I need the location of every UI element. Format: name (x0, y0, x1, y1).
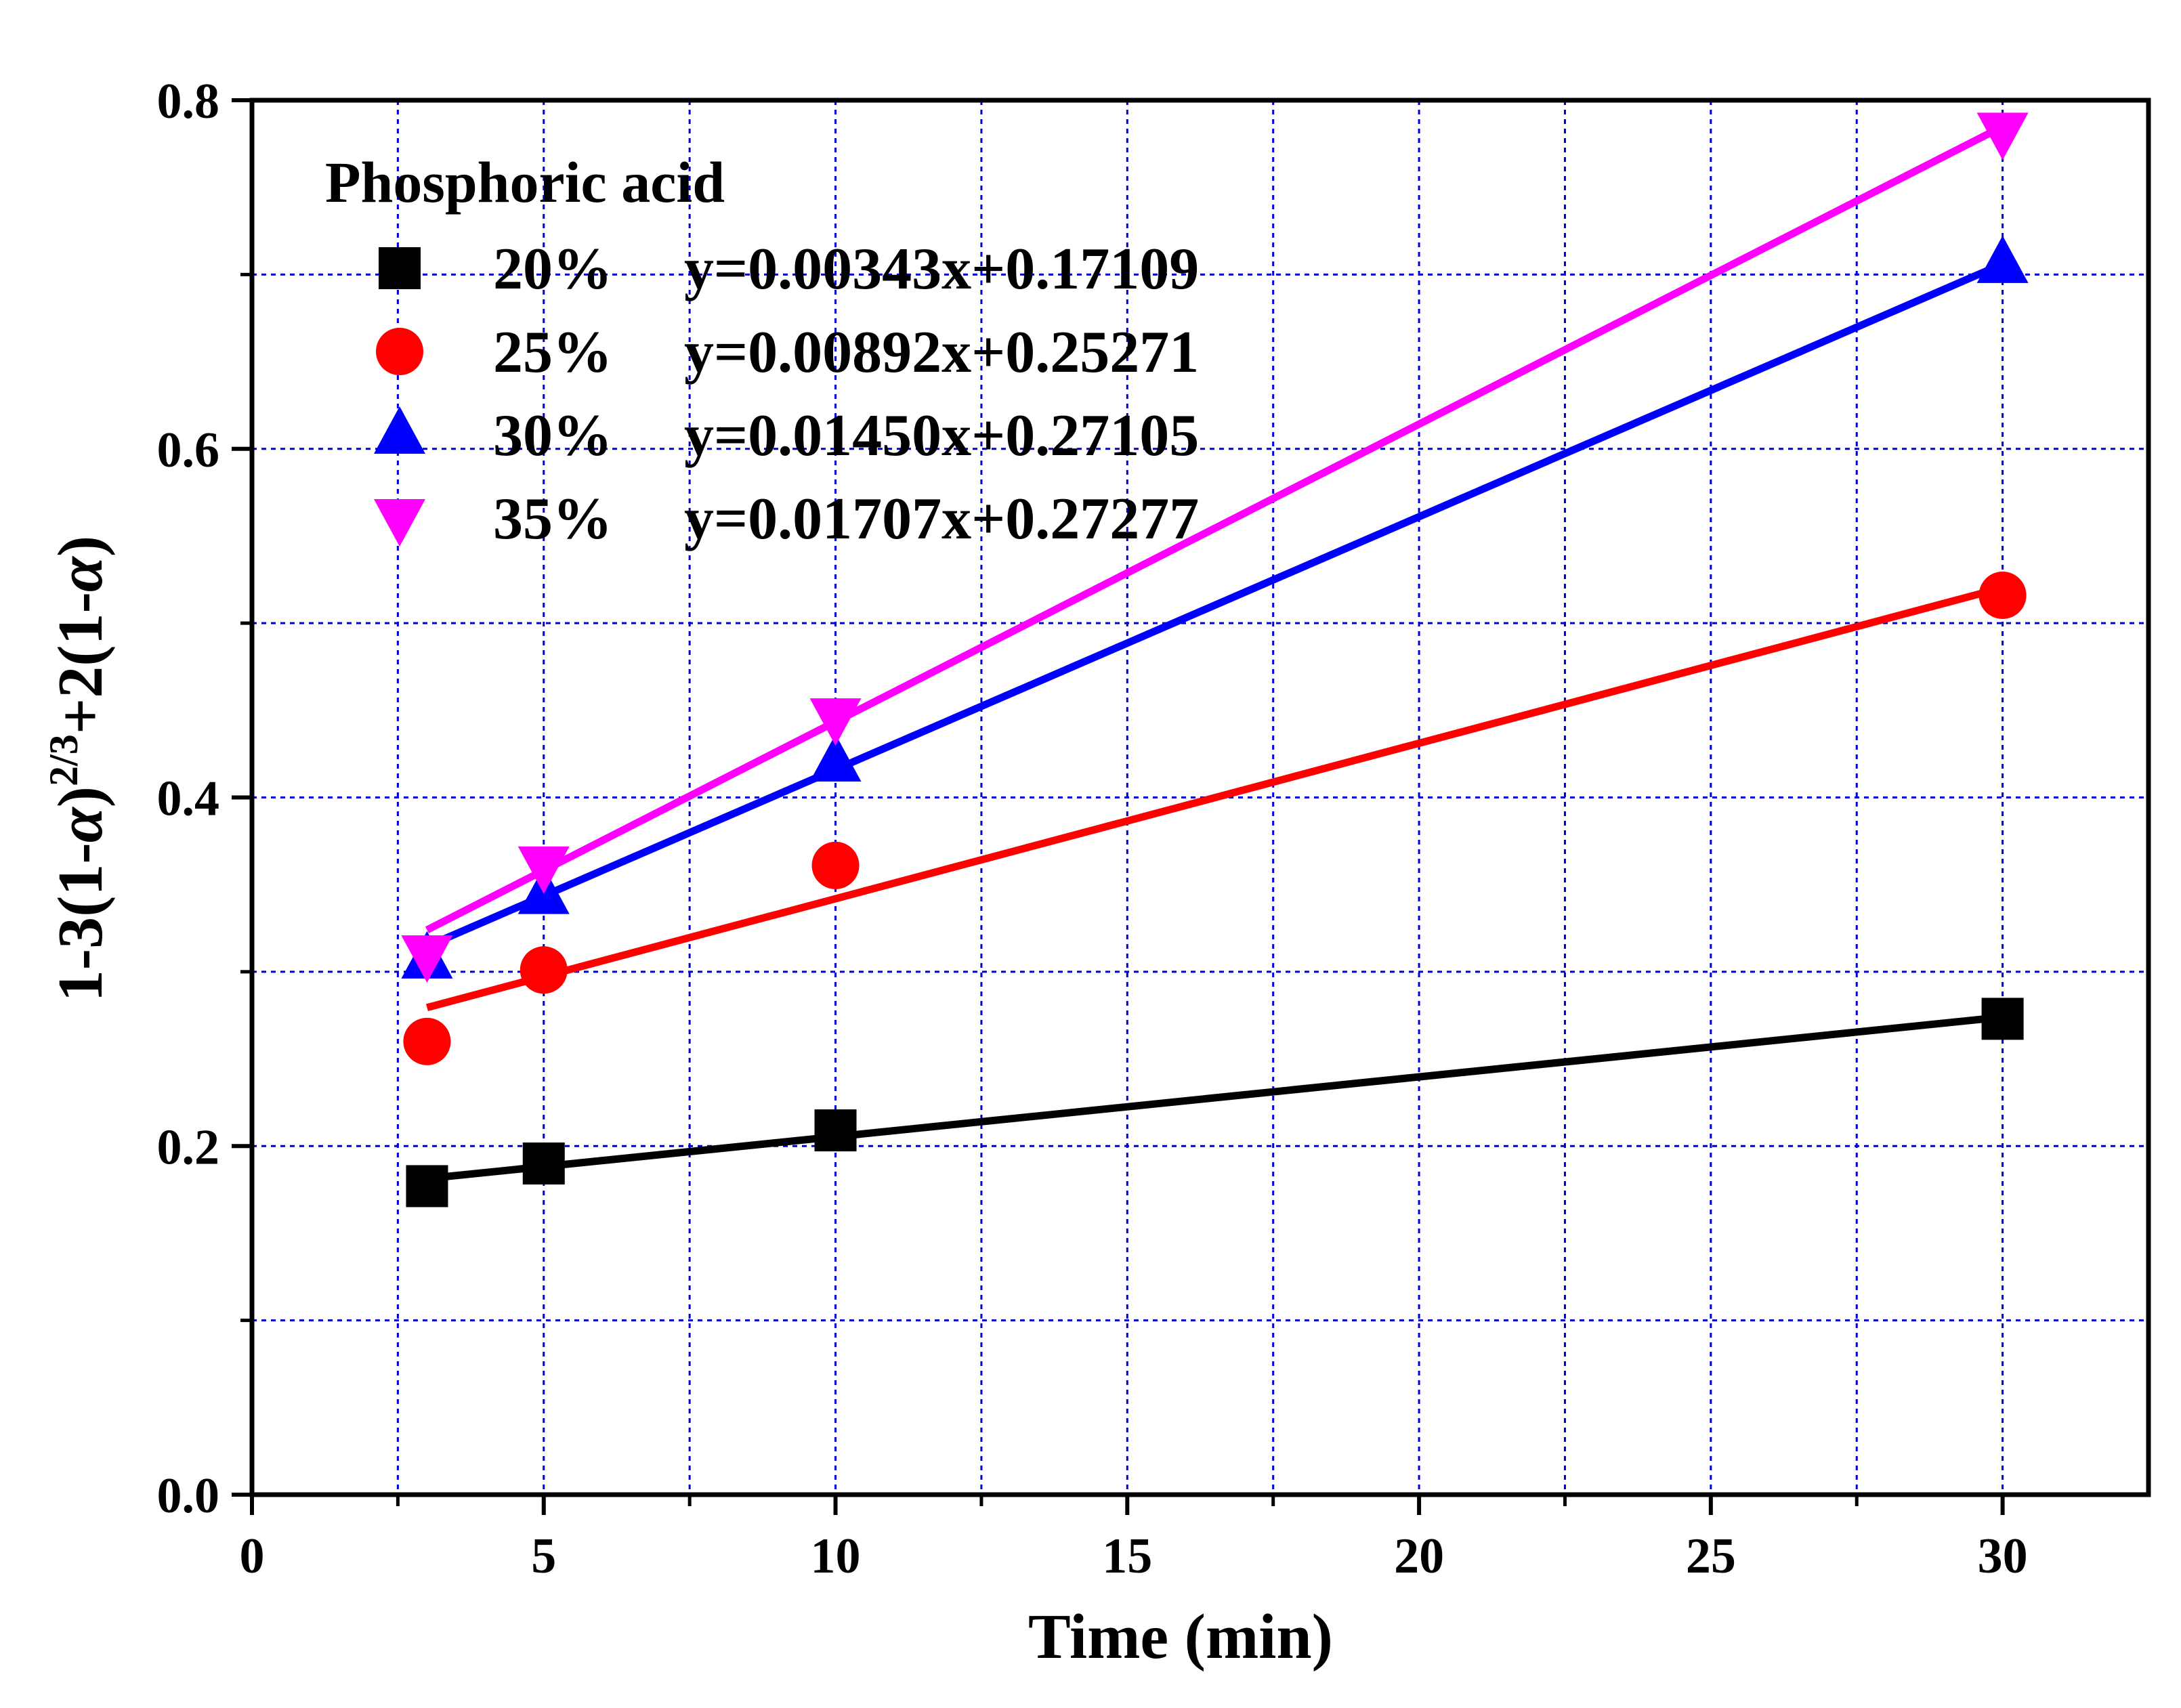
fit-line-20pct (426, 1013, 2004, 1182)
fit-line-35pct (425, 123, 2005, 934)
data-point-30pct (809, 734, 862, 782)
x-tick-label: 20 (1394, 1529, 1444, 1584)
x-axis-title: Time (min) (1028, 1602, 1333, 1672)
data-point-25pct (811, 841, 860, 889)
data-markers (401, 112, 2029, 1208)
data-point-25pct (403, 1017, 451, 1065)
legend-equation-25pct: y=0.00892x+0.25271 (684, 320, 1199, 385)
y-axis-title-text: 1-3(1-α)2/3+2(1-α) (41, 536, 116, 1002)
y-tick-label: 0.8 (157, 74, 220, 129)
y-tick-label: 0.6 (157, 423, 220, 478)
grid (252, 100, 2148, 1495)
fit-lines (425, 123, 2005, 1182)
legend-equation-30pct: y=0.01450x+0.27105 (684, 403, 1199, 469)
legend-marker-35pct (374, 499, 425, 547)
x-tick-label: 25 (1686, 1529, 1736, 1584)
data-point-35pct (517, 846, 570, 894)
y-axis-title-superscript: 2/3 (41, 734, 86, 786)
y-axis-title-mid: ) (45, 786, 116, 807)
legend-title: Phosphoric acid (325, 150, 725, 215)
x-tick-label: 10 (811, 1529, 861, 1584)
legend-equation-35pct: y=0.01707x+0.27277 (684, 486, 1199, 552)
legend-label-35pct: 35% (493, 486, 612, 552)
y-axis-title-end: ) (45, 536, 116, 557)
data-point-35pct (401, 935, 453, 983)
data-point-20pct (406, 1165, 448, 1208)
data-point-30pct (1976, 235, 2029, 283)
x-tick-label: 5 (531, 1529, 556, 1584)
legend-label-25pct: 25% (493, 320, 612, 385)
x-tick-label: 30 (1978, 1529, 2028, 1584)
data-point-25pct (520, 946, 568, 994)
data-point-20pct (522, 1142, 565, 1184)
data-point-35pct (809, 698, 862, 746)
x-tick-label: 0 (240, 1529, 265, 1584)
y-axis-title-alpha: α (45, 806, 116, 842)
legend-label-30pct: 30% (493, 403, 612, 469)
y-tick-label: 0.2 (157, 1119, 220, 1175)
legend-marker-30pct (374, 406, 425, 454)
data-point-25pct (1978, 571, 2027, 619)
fit-line-30pct (425, 260, 2004, 950)
y-axis-title-prefix: 1-3(1- (45, 842, 116, 1002)
legend-marker-20pct (379, 247, 421, 289)
legend-equation-20pct: y=0.00343x+0.17109 (684, 236, 1199, 302)
y-tick-label: 0.4 (157, 771, 220, 827)
x-tick-label: 15 (1102, 1529, 1152, 1584)
ticks: 0 5 10 15 20 25 30 0.0 0.2 0.4 0.6 0.8 (157, 74, 2028, 1584)
y-tick-label: 0.0 (157, 1468, 220, 1524)
y-axis-title: 1-3(1-α)2/3+2(1-α) (41, 536, 116, 1002)
data-point-20pct (814, 1109, 857, 1152)
data-point-35pct (1976, 112, 2029, 161)
data-point-20pct (1981, 998, 2024, 1040)
legend: Phosphoric acid 20% y=0.00343x+0.17109 25%… (325, 150, 1199, 552)
y-axis-title-alpha-2: α (45, 555, 116, 592)
fit-line-25pct (426, 584, 2004, 1012)
y-axis-title-suffix: +2(1- (45, 592, 116, 734)
legend-label-20pct: 20% (493, 236, 612, 302)
legend-items: 20% y=0.00343x+0.17109 25% y=0.00892x+0.252… (374, 236, 1199, 552)
legend-marker-25pct (376, 328, 423, 375)
